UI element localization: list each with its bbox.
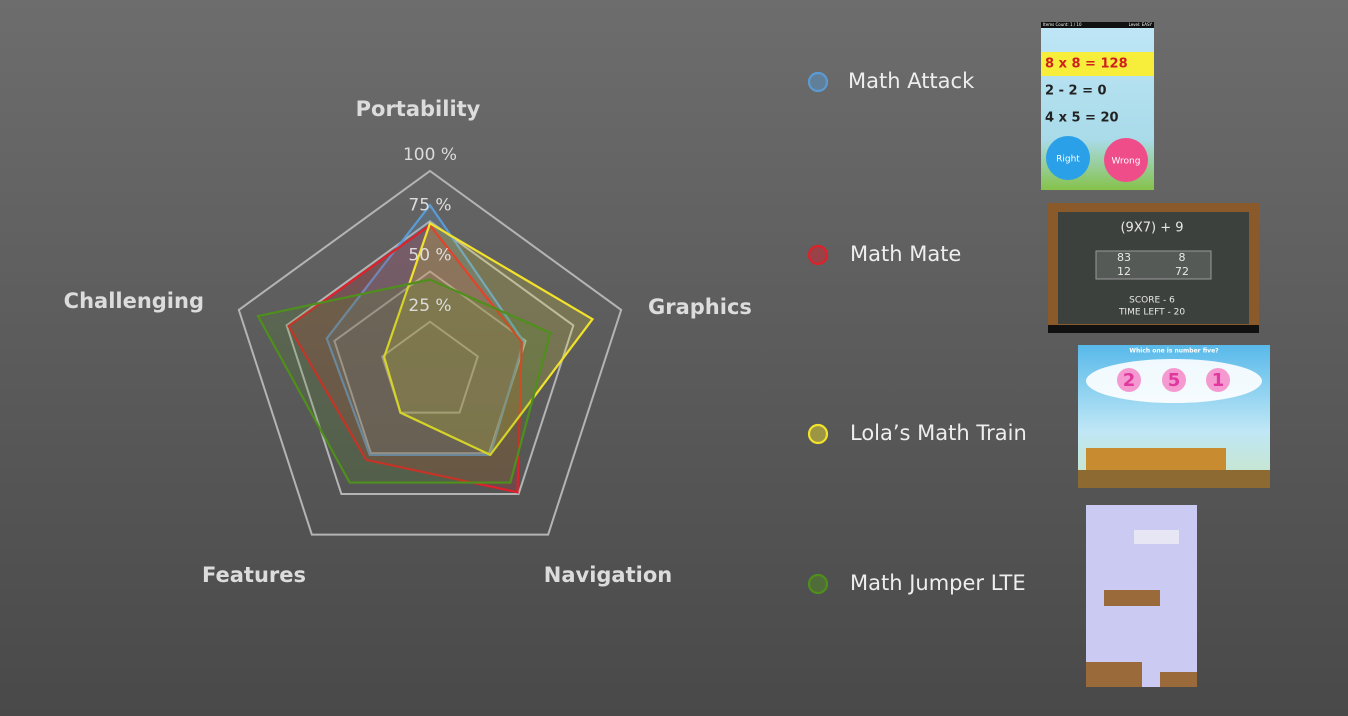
thumbnails: Items Count: 1 / 10 Level: EASY 8 x 8 = 12…: [1041, 22, 1270, 687]
thumbnail-text: 2 - 2 = 0: [1045, 84, 1107, 99]
nav-bar: [1048, 325, 1259, 333]
axis-label: Challenging: [64, 289, 204, 313]
thumbnail-text: Which one is number five?: [1129, 348, 1219, 355]
legend-marker: [807, 244, 829, 266]
thumbnail-text: 1: [1212, 370, 1225, 391]
grid-ring: [285, 220, 575, 495]
bubble: [1117, 368, 1141, 392]
button: [1046, 136, 1090, 180]
highlight: [1041, 52, 1154, 76]
grid-ring: [381, 320, 479, 414]
legend-label: Math Mate: [850, 242, 961, 266]
series-area: [287, 223, 523, 494]
axis-label: Navigation: [544, 563, 672, 587]
thumbnail-text: 83: [1117, 251, 1131, 264]
legend-label: Lola’s Math Train: [850, 421, 1027, 445]
platform: [1104, 590, 1160, 606]
thumbnail-text: 4 x 5 = 20: [1045, 111, 1119, 126]
r-tick-label: 25 %: [408, 296, 451, 316]
thumbnail-text: 8 x 8 = 128: [1045, 57, 1128, 72]
thumbnail-text: Wrong: [1112, 157, 1141, 167]
bubble: [1206, 368, 1230, 392]
thumbnail-text: 12: [1117, 265, 1131, 278]
thumbnail-text: 2: [1123, 370, 1136, 391]
platform: [1134, 530, 1179, 544]
axis-label: Portability: [356, 97, 481, 121]
thumbnail-text: (9X7) + 9: [1120, 221, 1183, 236]
bubble: [1162, 368, 1186, 392]
platform: [1160, 672, 1197, 687]
r-tick-label: 75 %: [408, 195, 451, 215]
answer-grid: [1095, 250, 1212, 280]
series-area: [325, 203, 525, 457]
button: [1104, 138, 1148, 182]
thumbnail-text: Items Count: 1 / 10: [1043, 22, 1082, 27]
thumbnail-text: TIME LEFT - 20: [1118, 308, 1185, 318]
series-area: [256, 278, 552, 484]
grid-ring: [237, 169, 623, 536]
r-tick-label: 100 %: [403, 145, 457, 165]
ground: [1078, 470, 1270, 488]
legend-label: Math Jumper LTE: [850, 571, 1026, 595]
r-tick-label: 50 %: [408, 246, 451, 266]
grid-ring: [333, 270, 527, 455]
thumbnail-text: Right: [1056, 155, 1080, 165]
thumbnail-text: Level: EASY: [1129, 22, 1153, 27]
thumbnail-text: SCORE - 6: [1129, 296, 1175, 306]
train: [1086, 448, 1226, 470]
thumbnail-text: 72: [1175, 265, 1189, 278]
legend-marker: [807, 71, 829, 93]
status-bar: [1041, 22, 1154, 28]
legend-label: Math Attack: [848, 69, 975, 93]
legend-marker: [807, 423, 829, 445]
axis-label: Graphics: [648, 295, 752, 319]
axis-label: Features: [202, 563, 306, 587]
legend-marker: [807, 573, 829, 595]
thumbnail-text: 8: [1179, 251, 1186, 264]
thumbnail-text: 5: [1168, 370, 1181, 391]
platform: [1086, 662, 1142, 687]
